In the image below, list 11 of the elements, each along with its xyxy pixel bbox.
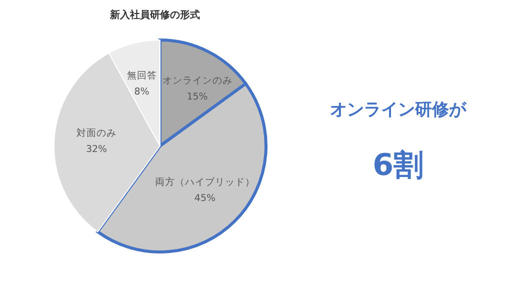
text: 6割 [372, 148, 424, 183]
slice-label: 両方（ハイブリッド） [154, 176, 255, 188]
slice-label: オンラインのみ [162, 75, 232, 86]
data-label: 8% [134, 86, 150, 98]
data-label: 15% [186, 91, 208, 102]
text: オンライン研修が [330, 100, 467, 120]
data-label: 45% [194, 192, 216, 204]
slice-label: 対面のみ [76, 127, 117, 140]
chart-title: 新入社員研修の形式 [109, 9, 200, 21]
data-label: 32% [86, 144, 108, 156]
slice-label: 無回答 [126, 69, 157, 82]
